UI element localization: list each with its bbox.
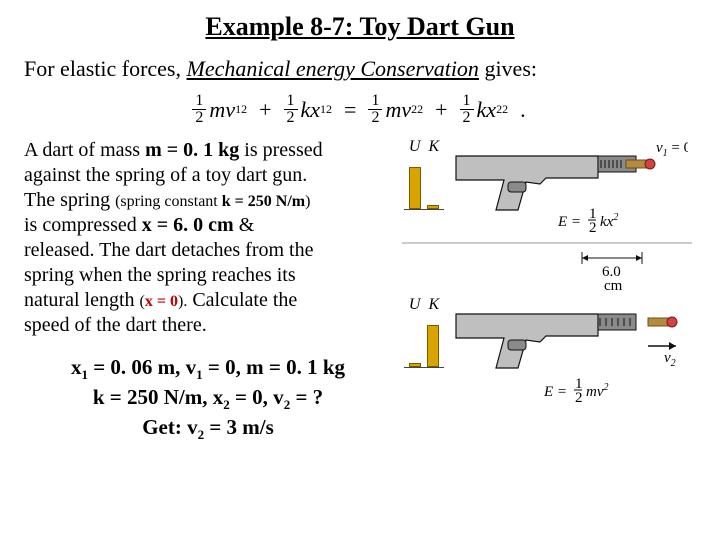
svg-text:v2: v2 xyxy=(664,350,676,369)
svg-text:kx2: kx2 xyxy=(600,212,618,230)
eq-rhs-term2: 12 kx22 xyxy=(460,93,509,126)
uk-label-top: U K xyxy=(404,138,444,156)
svg-text:cm: cm xyxy=(604,278,623,292)
svg-text:E =: E = xyxy=(543,384,567,400)
uk-bars-bottom xyxy=(404,318,444,368)
svg-text:mv2: mv2 xyxy=(586,382,609,400)
uk-label-bottom: U K xyxy=(404,296,444,314)
uk-bars-top xyxy=(404,160,444,210)
gun-bottom: v2 E = 1 2 mv2 xyxy=(448,296,688,406)
svg-text:2: 2 xyxy=(589,220,597,234)
svg-text:2: 2 xyxy=(575,390,583,406)
problem-text: A dart of mass m = 0. 1 kg is pressed ag… xyxy=(24,138,392,338)
bar-u-bottom xyxy=(409,363,421,367)
figure: U K xyxy=(402,138,692,448)
svg-text:E =: E = xyxy=(557,214,581,230)
intro-mech: Mechanical energy Conservation xyxy=(187,56,479,81)
bar-k-bottom xyxy=(427,325,439,367)
eq-lhs-term1: 12 mv12 xyxy=(192,93,247,126)
intro-pre: For elastic forces, xyxy=(24,56,187,81)
intro-post: gives: xyxy=(479,56,537,81)
page-title: Example 8-7: Toy Dart Gun xyxy=(24,12,696,42)
gun-top: v1 = 0 E = 1 2 kx2 xyxy=(448,138,688,234)
dimension: 6.0 cm xyxy=(572,246,692,292)
intro-line: For elastic forces, Mechanical energy Co… xyxy=(24,56,696,82)
eq-rhs-term1: 12 mv22 xyxy=(368,93,423,126)
equation: 12 mv12 + 12 kx12 = 12 mv22 + 12 kx22 . xyxy=(24,92,696,126)
eq-lhs-term2: 12 kx12 xyxy=(284,93,333,126)
answers-block: x1 = 0. 06 m, v1 = 0, m = 0. 1 kg k = 25… xyxy=(24,354,392,444)
bar-k-top xyxy=(427,205,439,209)
bar-u-top xyxy=(409,167,421,209)
svg-text:v1 = 0: v1 = 0 xyxy=(656,140,688,159)
